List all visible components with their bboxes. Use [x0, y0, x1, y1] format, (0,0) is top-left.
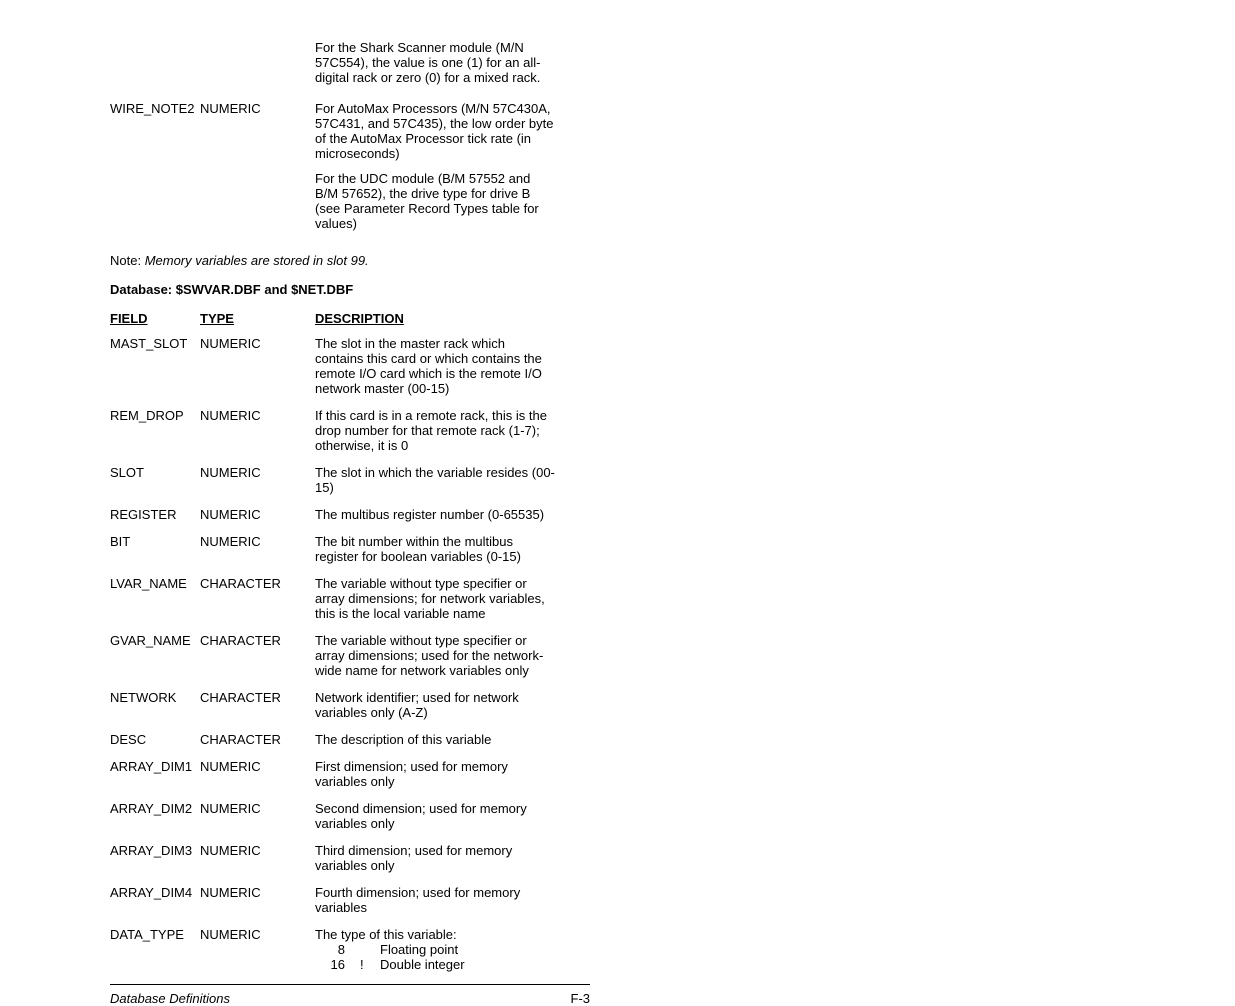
cell-desc: The variable without type specifier or a… — [315, 576, 555, 621]
header-desc: DESCRIPTION — [315, 311, 555, 326]
note-prefix: Note: — [110, 253, 145, 268]
cell-field: NETWORK — [110, 690, 200, 705]
cell-desc: The slot in the master rack which contai… — [315, 336, 555, 396]
cell-field: REM_DROP — [110, 408, 200, 423]
cell-type: NUMERIC — [200, 408, 315, 423]
cell-field: GVAR_NAME — [110, 633, 200, 648]
cell-desc: The slot in which the variable resides (… — [315, 465, 555, 495]
footer-right: F-3 — [571, 991, 591, 1006]
header-field: FIELD — [110, 311, 200, 326]
header-type: TYPE — [200, 311, 315, 326]
note-text: Memory variables are stored in slot 99. — [145, 253, 369, 268]
table-row: BITNUMERICThe bit number within the mult… — [110, 534, 590, 564]
dtype-code: 8 — [315, 942, 360, 957]
table-row: ARRAY_DIM2NUMERICSecond dimension; used … — [110, 801, 590, 831]
cell-type: NUMERIC — [200, 465, 315, 480]
cell-type: CHARACTER — [200, 633, 315, 648]
cell-desc: Fourth dimension; used for memory variab… — [315, 885, 555, 915]
cell-field: DESC — [110, 732, 200, 747]
cell-type: NUMERIC — [200, 801, 315, 816]
data-type-field: DATA_TYPE — [110, 927, 200, 942]
cell-type: NUMERIC — [200, 885, 315, 900]
data-type-line: 16!Double integer — [315, 957, 555, 972]
data-type-line: 8 Floating point — [315, 942, 555, 957]
cell-type: CHARACTER — [200, 732, 315, 747]
cell-desc: Network identifier; used for network var… — [315, 690, 555, 720]
memory-note: Note: Memory variables are stored in slo… — [110, 253, 590, 268]
cell-desc: The multibus register number (0-65535) — [315, 507, 555, 522]
cell-field: ARRAY_DIM3 — [110, 843, 200, 858]
cell-field: LVAR_NAME — [110, 576, 200, 591]
cell-type: NUMERIC — [200, 336, 315, 351]
wire-note2-desc1: For AutoMax Processors (M/N 57C430A, 57C… — [315, 101, 555, 161]
cell-type: NUMERIC — [200, 843, 315, 858]
cell-type: CHARACTER — [200, 690, 315, 705]
table-row: DESCCHARACTERThe description of this var… — [110, 732, 590, 747]
database-heading: Database: $SWVAR.DBF and $NET.DBF — [110, 282, 590, 297]
footer-left: Database Definitions — [110, 991, 230, 1006]
cell-field: REGISTER — [110, 507, 200, 522]
table-row: SLOTNUMERICThe slot in which the variabl… — [110, 465, 590, 495]
wire-note2-type: NUMERIC — [200, 101, 315, 116]
cell-desc: If this card is in a remote rack, this i… — [315, 408, 555, 453]
wire-note2-field: WIRE_NOTE2 — [110, 101, 200, 116]
table-row: ARRAY_DIM4NUMERICFourth dimension; used … — [110, 885, 590, 915]
cell-desc: The variable without type specifier or a… — [315, 633, 555, 678]
shark-note: For the Shark Scanner module (M/N 57C554… — [315, 40, 555, 85]
cell-field: BIT — [110, 534, 200, 549]
cell-type: CHARACTER — [200, 576, 315, 591]
cell-field: ARRAY_DIM1 — [110, 759, 200, 774]
cell-desc: The description of this variable — [315, 732, 555, 747]
table-row: ARRAY_DIM1NUMERICFirst dimension; used f… — [110, 759, 590, 789]
cell-type: NUMERIC — [200, 507, 315, 522]
dtype-label: Floating point — [380, 942, 555, 957]
wire-note2-desc2: For the UDC module (B/M 57552 and B/M 57… — [315, 171, 555, 231]
table-row: NETWORKCHARACTERNetwork identifier; used… — [110, 690, 590, 720]
table-row: MAST_SLOTNUMERICThe slot in the master r… — [110, 336, 590, 396]
cell-desc: Third dimension; used for memory variabl… — [315, 843, 555, 873]
cell-type: NUMERIC — [200, 759, 315, 774]
dtype-sym — [360, 942, 380, 957]
cell-type: NUMERIC — [200, 534, 315, 549]
table-row: REM_DROPNUMERICIf this card is in a remo… — [110, 408, 590, 453]
cell-desc: The bit number within the multibus regis… — [315, 534, 555, 564]
cell-field: SLOT — [110, 465, 200, 480]
cell-field: ARRAY_DIM2 — [110, 801, 200, 816]
table-row: GVAR_NAMECHARACTERThe variable without t… — [110, 633, 590, 678]
table-row: REGISTERNUMERICThe multibus register num… — [110, 507, 590, 522]
data-type-intro: The type of this variable: — [315, 927, 555, 942]
dtype-label: Double integer — [380, 957, 555, 972]
cell-desc: First dimension; used for memory variabl… — [315, 759, 555, 789]
table-row: LVAR_NAMECHARACTERThe variable without t… — [110, 576, 590, 621]
cell-field: ARRAY_DIM4 — [110, 885, 200, 900]
data-type-type: NUMERIC — [200, 927, 315, 942]
dtype-sym: ! — [360, 957, 380, 972]
cell-desc: Second dimension; used for memory variab… — [315, 801, 555, 831]
cell-field: MAST_SLOT — [110, 336, 200, 351]
table-row: ARRAY_DIM3NUMERICThird dimension; used f… — [110, 843, 590, 873]
dtype-code: 16 — [315, 957, 360, 972]
